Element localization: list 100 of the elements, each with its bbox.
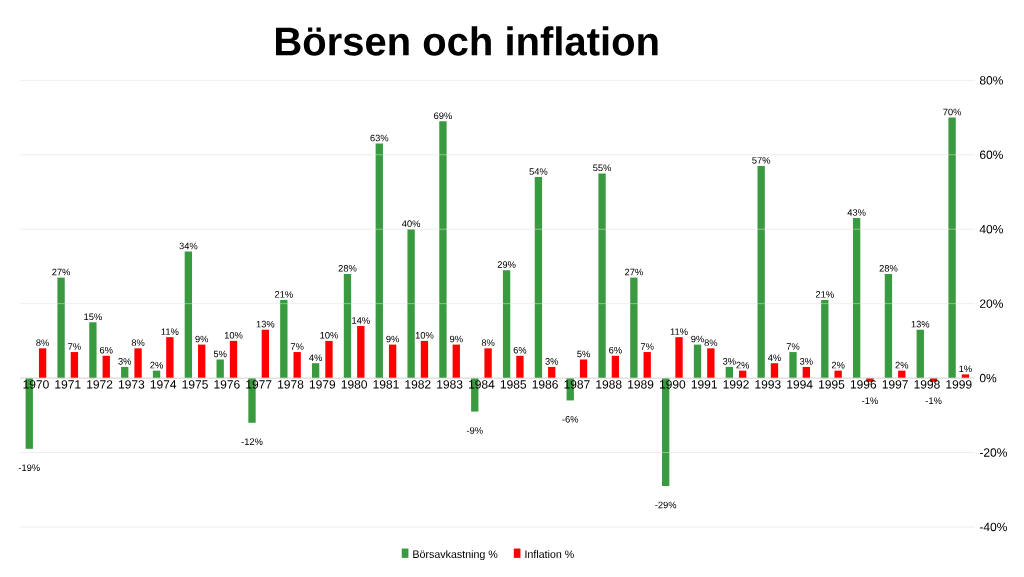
data-label: 14% [352, 317, 370, 324]
data-label: 27% [52, 268, 71, 276]
bar [770, 363, 779, 379]
data-label: 34% [179, 242, 198, 250]
x-tick-label: 1971 [55, 380, 81, 389]
x-tick-label: 1983 [437, 380, 463, 389]
bar [884, 273, 893, 379]
bar [693, 344, 702, 379]
x-tick-label: 1975 [182, 380, 208, 389]
data-label: 15% [84, 313, 102, 320]
data-label: 6% [99, 346, 113, 354]
data-label: 43% [847, 209, 866, 216]
bar [516, 355, 524, 379]
data-label: 6% [609, 346, 622, 354]
x-tick-label: 1982 [405, 380, 431, 389]
bar [198, 344, 206, 379]
data-label: 57% [752, 157, 771, 164]
bar [675, 337, 683, 379]
x-tick-label: 1976 [214, 380, 240, 389]
bar [70, 352, 79, 379]
data-label: 7% [786, 343, 800, 350]
data-label: -29% [655, 501, 677, 509]
data-label: -19% [18, 464, 40, 472]
data-label: 10% [320, 332, 338, 339]
bar [134, 348, 142, 379]
x-tick-label: 1981 [373, 380, 399, 389]
x-tick-label: 1999 [946, 380, 972, 389]
y-tick-label: -40% [979, 522, 1007, 532]
bar [280, 299, 288, 379]
data-label: 9% [449, 335, 463, 343]
x-tick-label: 1972 [87, 380, 113, 389]
bar [216, 359, 224, 379]
x-tick-label: 1985 [500, 380, 527, 389]
data-label: 3% [722, 358, 736, 365]
y-tick-label: 80% [979, 76, 1003, 85]
data-label: 7% [640, 343, 654, 350]
data-label: 8% [131, 339, 145, 347]
bar [89, 322, 97, 379]
data-label: 11% [161, 328, 179, 335]
data-label: 28% [338, 265, 357, 272]
data-label: 3% [118, 358, 132, 365]
x-tick-label: 1993 [755, 380, 781, 389]
x-tick-label: 1991 [691, 380, 717, 389]
chart-title: Börsen och inflation [276, 26, 658, 56]
data-label: 4% [309, 354, 323, 361]
y-tick-label: -20% [979, 448, 1007, 457]
bar [388, 344, 397, 379]
bar [630, 277, 638, 379]
data-label: -1% [862, 397, 878, 404]
bar [484, 348, 492, 379]
x-tick-label: 1979 [309, 380, 336, 389]
x-tick-label: 1994 [787, 380, 813, 389]
bar [357, 325, 365, 379]
legend-label: Börsavkastning % [413, 550, 498, 561]
bar [452, 344, 460, 379]
bar [789, 352, 797, 379]
x-tick-label: 1978 [278, 380, 304, 389]
data-label: 5% [577, 350, 590, 358]
bar [184, 251, 193, 379]
data-label: 55% [593, 164, 612, 172]
bar [502, 270, 511, 379]
data-label: 7% [290, 343, 304, 350]
data-label: 8% [36, 339, 49, 347]
bar [311, 363, 320, 379]
bar [229, 340, 238, 379]
x-tick-label: 1986 [532, 380, 558, 389]
data-label: 69% [434, 112, 452, 119]
x-tick-label: 1998 [914, 380, 940, 389]
y-tick-label: 20% [979, 299, 1003, 308]
data-label: 8% [481, 339, 495, 347]
data-label: -12% [241, 438, 263, 445]
data-label: 29% [497, 261, 516, 268]
bar [261, 329, 270, 379]
data-label: 54% [529, 168, 548, 175]
bar [343, 273, 352, 379]
bar [916, 329, 924, 379]
bar [439, 121, 447, 379]
bar [579, 359, 588, 379]
legend-label: Inflation % [525, 550, 574, 558]
data-label: 2% [150, 361, 163, 369]
data-label: 70% [943, 108, 962, 116]
data-label: 9% [195, 335, 209, 343]
x-tick-label: 1973 [118, 380, 145, 389]
data-label: 13% [256, 320, 275, 328]
bar [57, 277, 65, 379]
bar [643, 352, 651, 379]
y-tick-label: 60% [979, 150, 1003, 160]
bar [293, 352, 301, 379]
bar [598, 173, 606, 379]
bar [611, 355, 620, 379]
bar [821, 299, 829, 379]
data-label: -1% [925, 397, 942, 404]
x-tick-label: 1980 [341, 380, 368, 389]
bar [534, 177, 543, 379]
data-label: 13% [911, 320, 930, 328]
data-label: 2% [736, 361, 750, 369]
bar [38, 348, 47, 379]
data-label: 5% [213, 350, 227, 358]
data-label: 2% [831, 361, 845, 369]
bar [407, 229, 415, 379]
